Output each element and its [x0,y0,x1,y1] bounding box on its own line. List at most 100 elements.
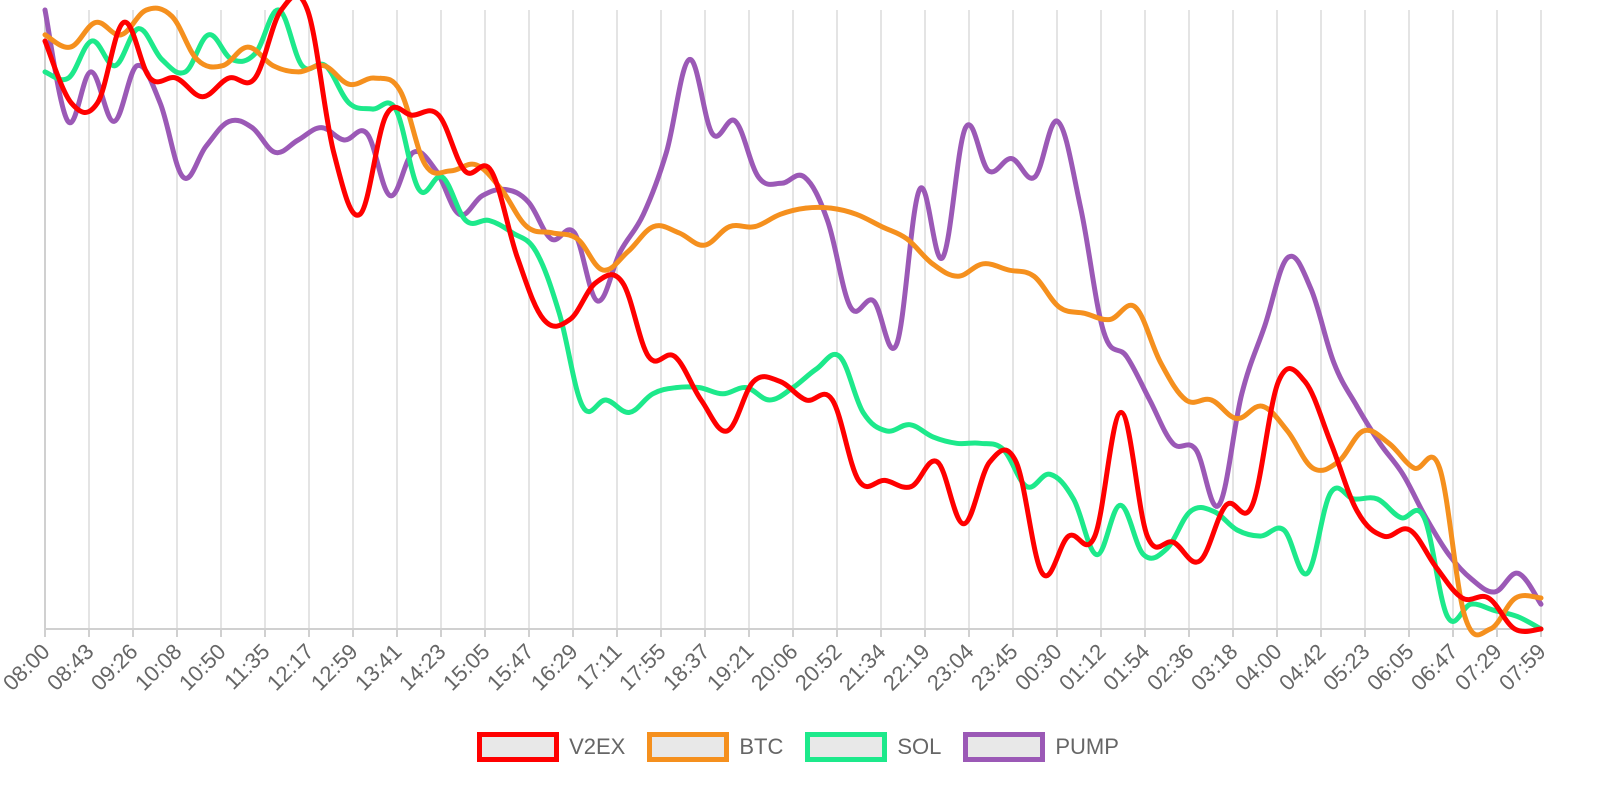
data-point-v2ex [1066,533,1071,539]
data-point-pump [273,150,278,155]
data-point-sol [814,366,819,372]
data-point-v2ex [69,100,74,106]
chart-series [42,0,1544,638]
data-point-sol [650,391,655,396]
data-point-sol [1047,472,1053,477]
data-point-btc [1133,304,1138,310]
legend-swatch-pump [963,732,1046,762]
data-point-sol [1141,552,1146,557]
data-point-pump [1032,174,1037,180]
data-point-pump [779,181,784,186]
data-point-btc [68,44,73,50]
data-point-btc [1285,428,1290,434]
x-tick-label: 18:37 [658,639,715,696]
data-point-btc [423,162,428,167]
data-point-v2ex [1538,626,1544,632]
data-point-sol [299,63,305,68]
legend-item-v2ex[interactable]: V2EX [477,732,629,762]
data-point-btc [803,205,808,211]
x-tick-label: 17:11 [571,639,626,694]
data-point-btc [245,44,250,50]
data-point-pump [1538,602,1544,607]
data-point-v2ex [410,113,415,118]
data-point-v2ex [830,397,835,403]
x-tick-label: 10:50 [174,639,231,696]
data-point-v2ex [1302,379,1308,384]
data-point-pump [641,212,646,217]
x-tick-label: 09:26 [86,639,143,696]
data-point-btc [575,236,580,242]
data-point-pump [226,119,232,124]
data-point-sol [346,100,352,106]
data-point-v2ex [200,94,205,99]
data-point-btc [93,20,98,25]
data-point-btc [271,63,276,68]
data-point-sol [767,397,772,403]
legend-label-sol: SOL [897,734,942,759]
data-point-btc [42,32,48,37]
data-point-pump [1400,472,1406,477]
data-point-pump [963,125,968,130]
data-point-pump [249,125,255,130]
data-point-v2ex [436,113,441,118]
data-point-v2ex [1013,459,1019,465]
data-point-btc [854,212,859,217]
x-tick-label: 16:29 [526,639,583,696]
data-point-btc [1538,595,1544,601]
data-point-pump [894,342,899,347]
data-point-sol [1118,503,1123,508]
x-tick-label: 15:05 [438,639,495,696]
data-point-pump [825,218,830,223]
legend-label-v2ex: V2EX [569,734,626,759]
data-point-sol [627,410,632,415]
data-point-pump [1446,552,1452,557]
legend-item-pump[interactable]: PUMP [963,732,1123,762]
data-point-pump [871,298,876,304]
data-point-pump [802,174,807,180]
data-point-sol [183,69,188,75]
data-point-pump [1308,286,1314,291]
data-point-btc [651,224,656,229]
data-point-btc [727,224,732,229]
legend-label-btc: BTC [739,734,784,759]
legend-item-btc[interactable]: BTC [647,732,787,762]
data-point-pump [342,137,347,143]
x-tick-label: 23:45 [966,639,1023,696]
x-tick-label: 00:30 [1010,639,1067,696]
data-point-pump [319,125,324,130]
x-tick-label: 20:06 [746,639,803,696]
data-point-sol [557,311,562,316]
data-point-pump [710,131,715,136]
data-point-sol [580,404,585,409]
x-tick-label: 01:54 [1098,639,1155,696]
data-point-btc [1006,267,1011,273]
data-point-btc [626,249,631,254]
data-point-btc [1082,311,1087,316]
x-tick-label: 14:23 [394,639,451,696]
data-point-v2ex [42,38,48,44]
data-point-pump [134,63,140,68]
data-point-pump [411,150,416,155]
data-point-pump [1078,205,1083,211]
data-point-pump [1377,441,1383,446]
x-tick-label: 21:34 [834,639,891,696]
data-point-sol [1164,546,1170,551]
data-point-sol [1094,552,1100,557]
data-point-btc [1462,614,1468,619]
x-tick-label: 02:36 [1142,639,1199,696]
data-point-v2ex [646,354,651,359]
data-point-pump [572,230,577,235]
data-point-btc [169,14,174,19]
data-point-btc [1158,360,1163,365]
data-point-pump [480,193,485,198]
data-point-pump [1009,156,1014,161]
x-tick-label: 23:04 [922,639,979,696]
data-point-pump [203,144,209,149]
data-point-sol [206,32,211,37]
data-point-sol [486,218,492,223]
data-point-pump [618,249,623,254]
data-point-sol [1305,571,1310,576]
data-point-v2ex [1512,626,1518,632]
data-point-v2ex [1118,410,1124,415]
legend-item-sol[interactable]: SOL [805,732,945,762]
